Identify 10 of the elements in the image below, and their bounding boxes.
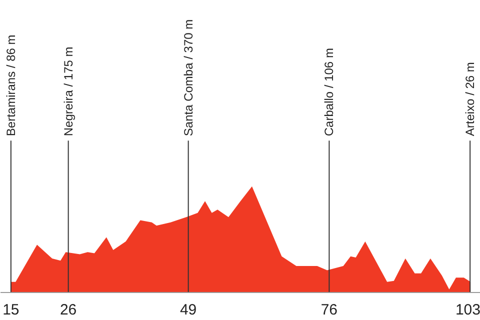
ref-line-label: Arteixo / 26 m [463,62,478,136]
x-tick-label: 49 [180,302,197,318]
x-tick-label: 103 [455,302,480,318]
ref-line-label: Carballo / 106 m [322,48,336,136]
ref-line-label: Santa Comba / 370 m [181,19,196,136]
ref-line-label: Bertamirans / 86 m [4,34,18,136]
x-tick-label: 15 [2,302,20,318]
x-tick-label: 26 [60,302,77,318]
ref-line-label: Negreira / 175 m [61,46,76,136]
x-tick-label: 76 [320,302,338,318]
